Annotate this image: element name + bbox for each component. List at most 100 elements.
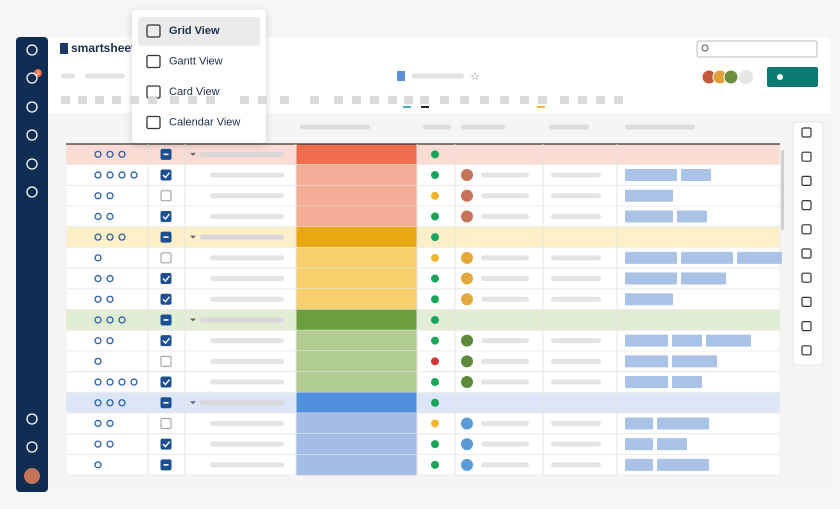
sidebar-icon[interactable]: [26, 72, 38, 84]
row-action-icon[interactable]: [106, 192, 114, 200]
collapse-caret[interactable]: [190, 318, 196, 322]
toolbar-button[interactable]: [596, 96, 605, 104]
row-action-icon[interactable]: [94, 274, 102, 283]
row-action-icon[interactable]: [106, 378, 114, 386]
toolbar-button[interactable]: [404, 96, 413, 104]
toolbar-button[interactable]: [206, 96, 215, 104]
row-action-icon[interactable]: [106, 336, 114, 345]
toolbar-button[interactable]: [578, 96, 587, 104]
menu-item[interactable]: Gantt View: [169, 55, 223, 67]
row-action-icon[interactable]: [118, 171, 126, 179]
collapse-caret[interactable]: [190, 152, 196, 156]
toolbar-button[interactable]: [280, 96, 289, 104]
panel-icon[interactable]: [801, 200, 812, 211]
row-action-icon[interactable]: [94, 212, 102, 221]
row-checkbox[interactable]: [160, 210, 172, 222]
row-action-icon[interactable]: [94, 440, 102, 448]
row-action-icon[interactable]: [106, 399, 114, 407]
sidebar-icon[interactable]: [26, 186, 38, 198]
panel-icon[interactable]: [801, 345, 812, 356]
toolbar-button[interactable]: [61, 96, 70, 104]
toolbar-button[interactable]: [388, 96, 397, 104]
row-action-icon[interactable]: [130, 171, 138, 179]
menu-item-icon[interactable]: [146, 54, 161, 69]
panel-icon[interactable]: [801, 224, 812, 235]
panel-icon[interactable]: [801, 175, 812, 186]
row-action-icon[interactable]: [106, 150, 114, 159]
row-action-icon[interactable]: [94, 150, 102, 159]
share-button[interactable]: [767, 67, 818, 87]
row-action-icon[interactable]: [106, 419, 114, 428]
search-box[interactable]: [696, 40, 818, 58]
toolbar-button[interactable]: [78, 96, 87, 104]
row-action-icon[interactable]: [118, 150, 126, 159]
toolbar-button[interactable]: [148, 96, 157, 104]
row-action-icon[interactable]: [118, 316, 126, 324]
panel-icon[interactable]: [801, 321, 812, 332]
row-action-icon[interactable]: [94, 399, 102, 407]
toolbar-button[interactable]: [95, 96, 104, 104]
toolbar-button[interactable]: [130, 96, 139, 104]
toolbar-button[interactable]: [240, 96, 249, 104]
toolbar-button[interactable]: [310, 96, 319, 104]
row-checkbox[interactable]: [160, 355, 172, 367]
row-action-icon[interactable]: [94, 192, 102, 200]
panel-icon[interactable]: [801, 296, 812, 307]
collapse-caret[interactable]: [190, 235, 196, 239]
row-checkbox[interactable]: [160, 376, 172, 388]
row-checkbox[interactable]: [160, 417, 172, 429]
toolbar-button[interactable]: [352, 96, 361, 104]
sidebar-icon[interactable]: [26, 158, 38, 170]
row-action-icon[interactable]: [94, 295, 102, 303]
panel-icon[interactable]: [801, 127, 812, 138]
row-checkbox[interactable]: [160, 252, 172, 264]
row-action-icon[interactable]: [106, 171, 114, 179]
row-action-icon[interactable]: [106, 295, 114, 303]
row-action-icon[interactable]: [106, 316, 114, 324]
toolbar-button[interactable]: [520, 96, 529, 104]
toolbar-button[interactable]: [370, 96, 379, 104]
row-action-icon[interactable]: [106, 274, 114, 283]
row-checkbox[interactable]: [160, 438, 172, 450]
toolbar-button[interactable]: [258, 96, 267, 104]
toolbar-button[interactable]: [614, 96, 623, 104]
row-action-icon[interactable]: [94, 357, 102, 366]
menu-item[interactable]: Card View: [169, 86, 220, 98]
menu-item-icon[interactable]: [146, 115, 161, 130]
toolbar-button[interactable]: [480, 96, 489, 104]
row-action-icon[interactable]: [118, 399, 126, 407]
row-checkbox[interactable]: [160, 293, 172, 305]
menu-item-icon[interactable]: [146, 24, 161, 38]
row-action-icon[interactable]: [94, 378, 102, 386]
row-action-icon[interactable]: [94, 461, 102, 469]
row-checkbox[interactable]: [160, 190, 172, 202]
row-action-icon[interactable]: [118, 378, 126, 386]
add-collaborator[interactable]: [739, 70, 753, 84]
toolbar-button[interactable]: [420, 96, 429, 104]
row-action-icon[interactable]: [118, 233, 126, 241]
row-action-icon[interactable]: [94, 171, 102, 179]
row-action-icon[interactable]: [106, 233, 114, 241]
collapse-caret[interactable]: [190, 401, 196, 405]
row-action-icon[interactable]: [106, 212, 114, 221]
menu-item[interactable]: Calendar View: [169, 116, 240, 128]
row-action-icon[interactable]: [106, 440, 114, 448]
row-action-icon[interactable]: [94, 254, 102, 262]
user-avatar[interactable]: [24, 468, 40, 484]
panel-icon[interactable]: [801, 272, 812, 283]
toolbar-button[interactable]: [500, 96, 509, 104]
toolbar-button[interactable]: [538, 96, 547, 104]
panel-icon[interactable]: [801, 248, 812, 259]
toolbar-button[interactable]: [170, 96, 179, 104]
row-checkbox[interactable]: [160, 169, 172, 181]
sidebar-icon[interactable]: [26, 101, 38, 113]
toolbar-button[interactable]: [334, 96, 343, 104]
row-checkbox[interactable]: [160, 335, 172, 347]
row-action-icon[interactable]: [94, 336, 102, 345]
sidebar-icon[interactable]: [26, 413, 38, 425]
sidebar-icon[interactable]: [26, 129, 38, 141]
toolbar-button[interactable]: [460, 96, 469, 104]
sidebar-icon[interactable]: [26, 441, 38, 453]
row-action-icon[interactable]: [94, 316, 102, 324]
row-action-icon[interactable]: [94, 233, 102, 241]
